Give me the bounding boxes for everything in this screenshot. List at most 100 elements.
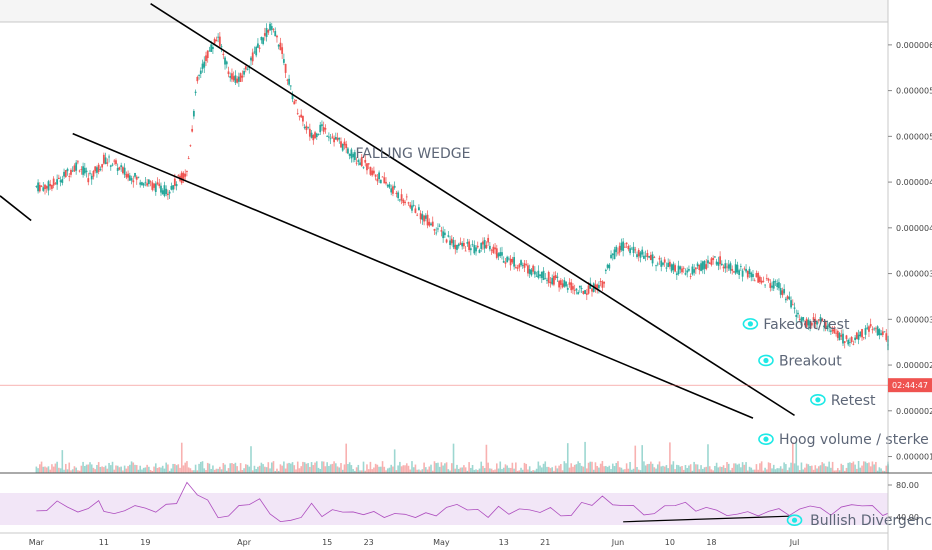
candle-body: [485, 245, 488, 248]
candle-body: [237, 76, 240, 82]
volume-bar: [179, 467, 181, 473]
volume-bar: [393, 449, 396, 473]
candle-body: [514, 266, 517, 268]
candle-body: [416, 214, 419, 216]
x-axis: Mar 11 19 Apr 15 23 May 13 21 Jun 10 18 Jul: [29, 538, 800, 547]
volume-bar: [156, 467, 159, 473]
candle-body: [364, 159, 367, 163]
x-tick-label: 19: [140, 538, 150, 547]
volume-bar: [400, 466, 403, 473]
y-tick-label: 0.00000150: [896, 453, 932, 462]
volume-bar: [672, 461, 675, 473]
candle-body: [433, 229, 436, 231]
volume-bar: [873, 464, 875, 473]
volume-bar: [651, 463, 654, 473]
volume-bar: [264, 466, 266, 473]
volume-bar: [705, 466, 708, 473]
candle-body: [437, 228, 439, 230]
volume-bar: [241, 470, 244, 473]
volume-bar: [71, 469, 74, 473]
candle-body: [559, 280, 562, 285]
volume-bar: [359, 470, 361, 473]
candle-body: [847, 339, 850, 345]
candle-body: [604, 269, 607, 272]
volume-bar: [63, 469, 65, 473]
candle-body: [816, 321, 818, 325]
candle-body: [324, 128, 327, 130]
volume-bar: [213, 469, 216, 473]
volume-bar: [817, 466, 820, 473]
candle-body: [407, 202, 410, 204]
candle-body: [147, 179, 150, 185]
candle-body: [251, 52, 254, 62]
candle-body: [705, 264, 708, 270]
volume-bar: [395, 470, 398, 473]
candle-body: [49, 184, 52, 187]
candle-body: [85, 170, 88, 173]
candle-body: [829, 330, 832, 332]
wedge-upper-line: [150, 3, 795, 417]
volume-bar: [381, 461, 384, 473]
candle-body: [108, 156, 110, 158]
volume-bar: [504, 464, 507, 473]
candle-body: [542, 270, 545, 280]
candle-body: [447, 235, 450, 237]
volume-bar: [701, 468, 704, 473]
volume-bar: [835, 470, 837, 473]
volume-bar: [509, 467, 512, 473]
candle-body: [334, 137, 337, 140]
candle-body: [506, 256, 509, 263]
volume-bar: [565, 463, 567, 473]
candle-body: [272, 29, 275, 31]
volume-bar: [466, 470, 469, 473]
volume-bar: [303, 462, 306, 473]
candle-body: [511, 258, 514, 263]
candle-body: [314, 132, 316, 139]
candle-body: [760, 280, 763, 283]
volume-bar: [411, 461, 413, 473]
candle-body: [134, 172, 136, 177]
volume-bar: [753, 469, 756, 473]
volume-bar: [51, 464, 53, 473]
volume-bar: [566, 443, 569, 473]
volume-bar: [326, 462, 328, 473]
volume-bar: [869, 466, 872, 473]
volume-bar: [435, 463, 438, 473]
candle-body: [418, 207, 420, 211]
candle-body: [871, 329, 874, 331]
volume-bar: [170, 468, 173, 473]
candle-body: [701, 261, 704, 270]
volume-bar: [298, 468, 301, 473]
y-tick-label: 0.00000600: [896, 41, 932, 50]
volume-bar: [534, 470, 536, 473]
candle-body: [90, 175, 93, 180]
candle-body: [149, 181, 152, 183]
candle-body: [457, 244, 460, 247]
volume-bar: [158, 467, 161, 473]
candle-body: [438, 225, 441, 227]
candle-body: [849, 342, 851, 343]
candle-body: [102, 154, 105, 164]
candle-body: [578, 285, 581, 288]
fakeout-eye-icon: [742, 318, 759, 330]
candle-body: [38, 184, 41, 192]
candle-body: [109, 165, 112, 167]
candle-body: [338, 137, 341, 140]
volume-bar: [622, 469, 624, 473]
volume-bar: [809, 465, 811, 473]
volume-bar: [217, 468, 219, 473]
volume-bar: [637, 469, 640, 473]
candle-body: [357, 160, 360, 163]
candle-body: [610, 254, 612, 259]
volume-bar: [617, 461, 619, 473]
volume-bar: [210, 468, 212, 473]
candle-body: [395, 192, 398, 194]
volume-bar: [428, 466, 431, 473]
volume-bar: [840, 463, 843, 473]
volume-bar: [291, 462, 294, 473]
candle-body: [189, 145, 192, 147]
candle-body: [452, 240, 455, 248]
volume-bar: [118, 467, 121, 473]
volume-bar: [660, 466, 663, 473]
candle-body: [516, 267, 519, 269]
